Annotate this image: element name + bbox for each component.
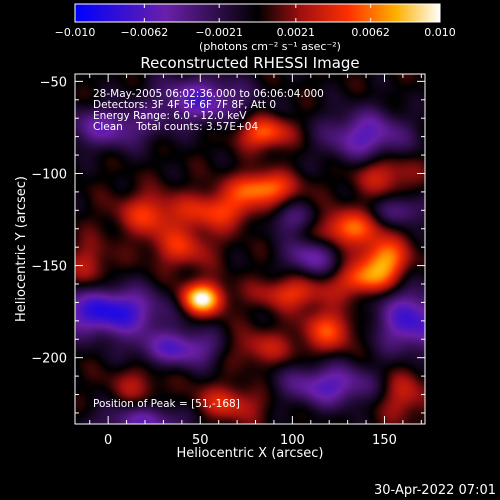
annotation-clean: Clean Total counts: 3.57E+04 [93,121,258,133]
plot-frame [74,73,426,425]
colorbar-tick-label: −0.0062 [120,26,168,39]
colorbar-tick-label: 0.0021 [277,26,316,39]
x-tick-label: 150 [372,433,397,448]
colorbar-unit-label: (photons cm⁻² s⁻¹ asec⁻²) [199,40,341,53]
colorbar-ticks: −0.010 −0.0062 −0.0021 0.0021 0.0062 0.010 [55,4,456,39]
annotation-block: 28-May-2005 06:02:36.000 to 06:06:04.000… [93,88,324,133]
x-tick-label: 0 [104,433,112,448]
annotation-energy: Energy Range: 6.0 - 12.0 keV [93,110,247,122]
colorbar-tick-label: −0.0021 [195,26,243,39]
colorbar-tick-label: 0.0062 [351,26,390,39]
colorbar-gradient [75,4,440,22]
annotation-detectors: Detectors: 3F 4F 5F 6F 7F 8F, Att 0 [93,99,276,111]
x-tick-label: 50 [192,433,209,448]
colorbar-tick-label: 0.010 [424,26,456,39]
y-tick-label: −50 [40,75,67,90]
heatmap-area [75,74,425,424]
y-tick-label: −150 [31,260,67,275]
heatmap-image [75,74,425,424]
y-tick-label: −200 [31,352,67,367]
timestamp: 30-Apr-2022 07:01 [374,483,496,498]
annotation-time: 28-May-2005 06:02:36.000 to 06:06:04.000 [93,88,324,100]
y-axis-label: Heliocentric Y (arcsec) [14,176,29,322]
colorbar: −0.010 −0.0062 −0.0021 0.0021 0.0062 0.010 (p… [55,3,456,53]
colorbar-tick-label: −0.010 [55,26,96,39]
x-tick-label: 100 [280,433,305,448]
chart-title: Reconstructed RHESSI Image [140,54,359,72]
axis-ticks: 0 50 100 150 −50 −100 −150 −200 [31,74,425,448]
y-tick-label: −100 [31,167,67,182]
peak-position-label: Position of Peak = [51,-168] [93,398,240,410]
colorbar-frame [74,3,441,23]
x-axis-label: Heliocentric X (arcsec) [177,446,324,461]
